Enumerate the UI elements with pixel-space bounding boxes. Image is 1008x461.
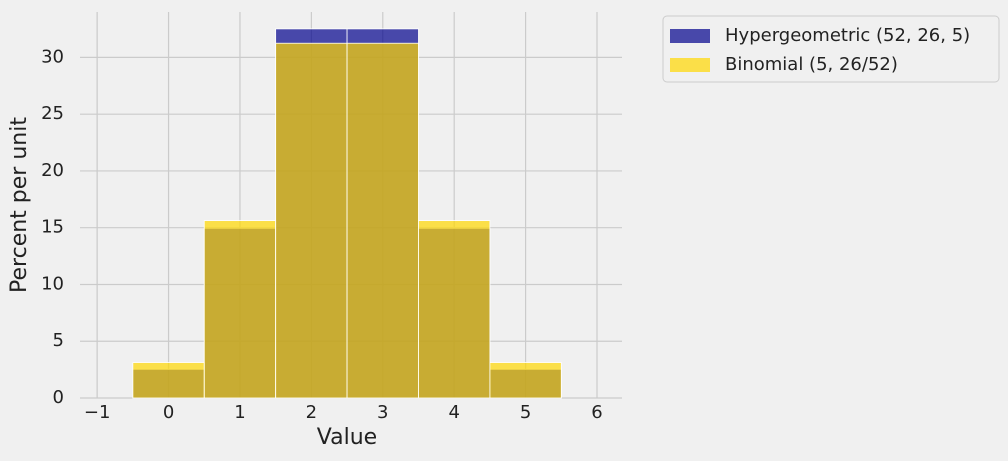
y-tick-label: 5	[53, 330, 64, 351]
y-tick-label: 0	[53, 387, 64, 408]
x-tick-label: 4	[448, 402, 459, 423]
y-tick-label: 10	[41, 273, 64, 294]
y-tick-label: 25	[41, 103, 64, 124]
x-tick-label: 3	[377, 402, 388, 423]
bar	[203, 220, 277, 399]
legend-swatch	[670, 29, 710, 43]
x-tick-label: 0	[163, 402, 174, 423]
y-tick-label: 15	[41, 217, 64, 238]
x-axis-label: Value	[317, 425, 377, 450]
bar	[418, 220, 491, 399]
y-tick-label: 20	[41, 160, 64, 181]
bar	[275, 42, 348, 399]
x-tick-label: 6	[591, 402, 602, 423]
legend-label: Hypergeometric (52, 26, 5)	[725, 25, 970, 46]
legend-swatch	[670, 58, 710, 72]
y-axis-label: Percent per unit	[7, 117, 32, 293]
y-tick-label: 30	[41, 46, 64, 67]
bar	[346, 42, 419, 399]
x-tick-label: 1	[234, 402, 245, 423]
x-tick-label: 5	[520, 402, 531, 423]
bar	[132, 362, 205, 399]
legend-label: Binomial (5, 26/52)	[725, 54, 898, 75]
x-tick-label: −1	[84, 402, 111, 423]
bar	[489, 362, 562, 399]
legend-box	[662, 15, 1000, 83]
x-tick-label: 2	[306, 402, 317, 423]
